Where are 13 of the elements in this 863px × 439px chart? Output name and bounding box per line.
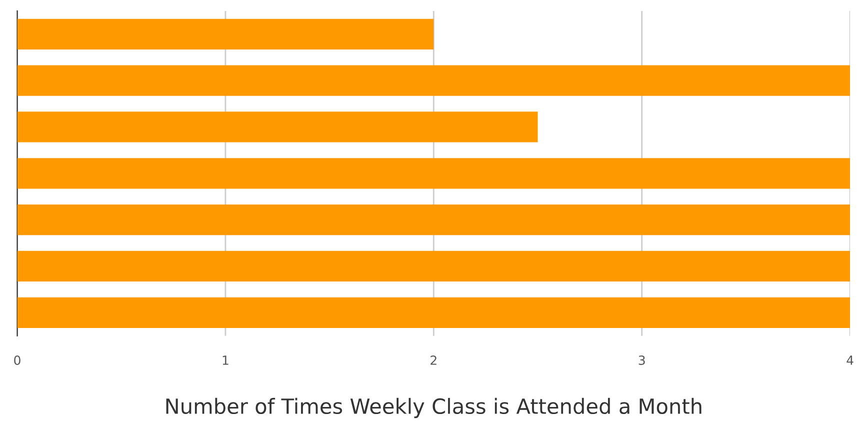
bar <box>17 18 434 50</box>
x-tick-label: 4 <box>846 356 854 365</box>
x-tick-label: 3 <box>638 356 645 365</box>
x-tick-label: 0 <box>14 356 20 365</box>
x-tick-label: 1 <box>222 356 228 365</box>
bar <box>17 297 850 328</box>
bar <box>17 204 850 236</box>
bar <box>17 158 850 189</box>
x-axis-title: Number of Times Weekly Class is Attended a Month <box>166 398 702 418</box>
bar <box>17 250 850 282</box>
bar <box>17 65 850 96</box>
bar <box>17 112 538 142</box>
x-tick-label: 2 <box>430 356 436 365</box>
